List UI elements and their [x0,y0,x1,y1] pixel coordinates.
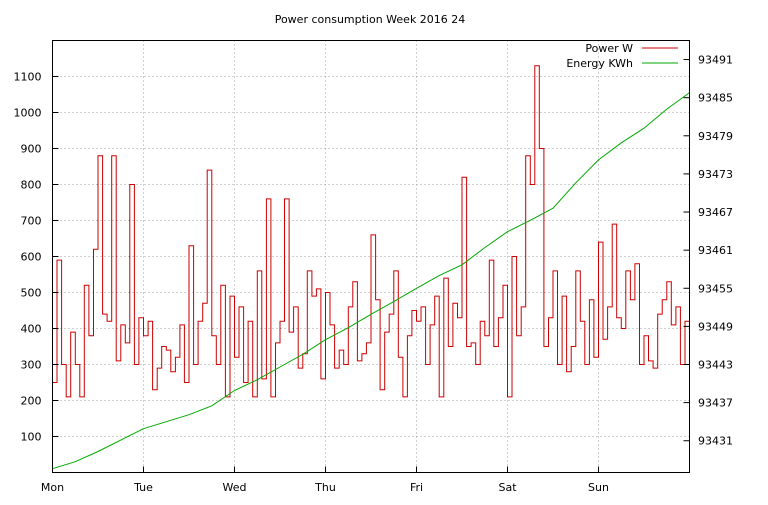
y2-tick-label: 93455 [698,282,733,295]
y2-tick-label: 93431 [698,435,733,448]
y2-tick-label: 93461 [698,244,733,257]
y2-tick-label: 93443 [698,359,733,372]
y-tick-label: 1000 [14,107,42,120]
series-layer [52,65,690,470]
x-tick-label: Tue [133,481,153,494]
power-series-line [52,65,690,398]
y2-tick-label: 93485 [698,92,733,105]
axis-layer: 100 200 300 400 500 600 700 800 900 1000 1100 93431… [14,54,734,494]
x-tick-label: Mon [41,481,64,494]
y2-tick-label: 93467 [698,206,733,219]
y-tick-label: 800 [21,179,42,192]
y2-tick-label: 93479 [698,130,733,143]
chart-title: Power consumption Week 2016 24 [275,13,466,26]
y-tick-label: 500 [21,287,42,300]
y-tick-label: 600 [21,251,42,264]
y2-tick-label: 93449 [698,320,733,333]
legend: Power W Energy KWh [566,42,678,70]
y-tick-label: 1100 [14,71,42,84]
x-tick-label: Sun [588,481,609,494]
legend-label-energy: Energy KWh [566,57,633,70]
y2-tick-label: 93437 [698,397,733,410]
y-tick-label: 900 [21,143,42,156]
y-tick-label: 200 [21,395,42,408]
x-tick-label: Thu [314,481,336,494]
y2-tick-label: 93473 [698,168,733,181]
legend-label-power: Power W [585,42,633,55]
y-tick-label: 300 [21,359,42,372]
energy-series-line [52,92,690,470]
y-tick-label: 100 [21,431,42,444]
x-tick-label: Fri [410,481,423,494]
y-tick-label: 400 [21,323,42,336]
y-tick-label: 700 [21,215,42,228]
x-tick-label: Wed [223,481,247,494]
x-tick-label: Sat [498,481,517,494]
y2-tick-label: 93491 [698,54,733,67]
